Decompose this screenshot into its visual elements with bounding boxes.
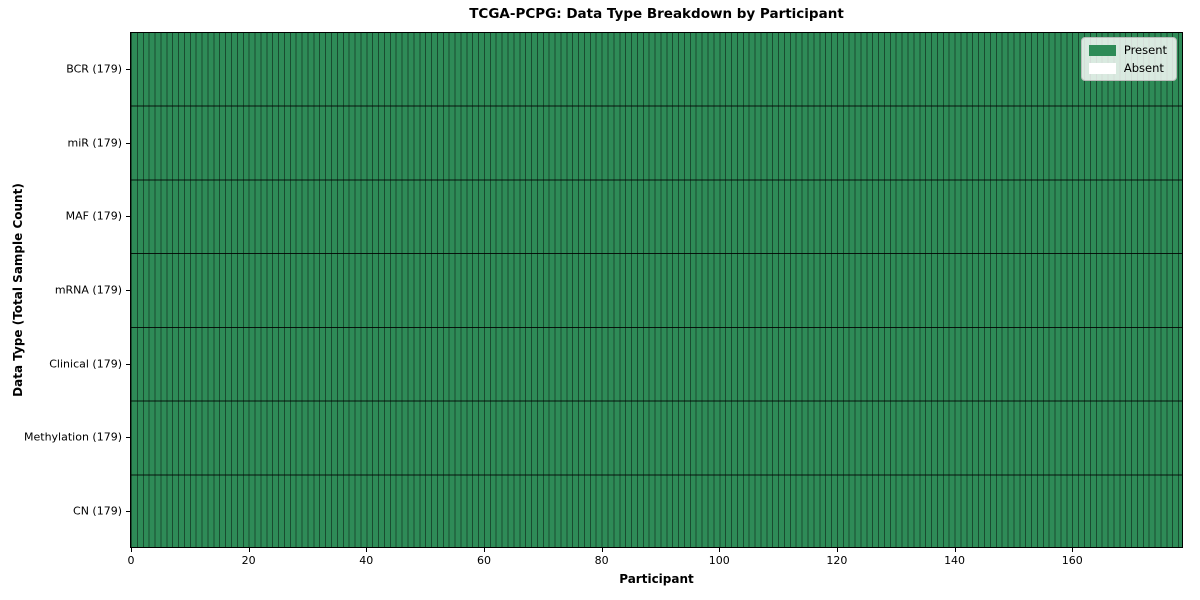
y-tick-mark [126, 437, 130, 439]
legend-label: Present [1123, 43, 1167, 57]
x-axis-label: Participant [619, 572, 694, 586]
legend-item-present: Present [1088, 43, 1167, 57]
x-tick-mark [719, 548, 721, 552]
x-tick-label-60: 60 [476, 554, 491, 567]
y-tick-mark [126, 363, 130, 365]
x-tick-mark [131, 548, 132, 552]
legend-label: Absent [1123, 61, 1164, 75]
x-tick-mark [1072, 548, 1074, 552]
x-tick-label-0: 0 [127, 554, 135, 567]
y-tick-mark [126, 68, 130, 70]
x-tick-label-40: 40 [359, 554, 374, 567]
row-label-bcr: BCR (179) [66, 62, 122, 76]
x-tick-mark [483, 548, 485, 552]
x-tick-label-120: 120 [826, 554, 848, 567]
x-tick-label-140: 140 [944, 554, 966, 567]
legend-swatch-absent [1088, 62, 1116, 74]
x-tick-label-20: 20 [241, 554, 256, 567]
x-tick-label-160: 160 [1061, 554, 1083, 567]
row-label-cn: CN (179) [73, 504, 122, 518]
x-tick-mark [601, 548, 603, 552]
x-tick-mark [954, 548, 956, 552]
row-label-maf: MAF (179) [65, 209, 122, 223]
y-tick-mark [126, 142, 130, 144]
y-tick-mark [126, 216, 130, 218]
x-tick-mark [248, 548, 250, 552]
x-tick-label-100: 100 [708, 554, 730, 567]
heatmap-plot-area [130, 32, 1183, 548]
legend: Present Absent [1080, 37, 1177, 81]
x-tick-mark [836, 548, 838, 552]
row-label-methylation: Methylation (179) [24, 430, 122, 444]
row-label-clinical: Clinical (179) [49, 357, 122, 371]
legend-swatch-present [1088, 44, 1116, 56]
row-label-mir: miR (179) [67, 136, 123, 150]
x-tick-label-80: 80 [594, 554, 609, 567]
y-tick-mark [126, 511, 130, 513]
x-tick-mark [366, 548, 368, 552]
chart-title: TCGA-PCPG: Data Type Breakdown by Partic… [469, 6, 844, 22]
legend-item-absent: Absent [1088, 61, 1167, 75]
row-label-mrna: mRNA (179) [54, 283, 122, 297]
y-tick-mark [126, 290, 130, 291]
